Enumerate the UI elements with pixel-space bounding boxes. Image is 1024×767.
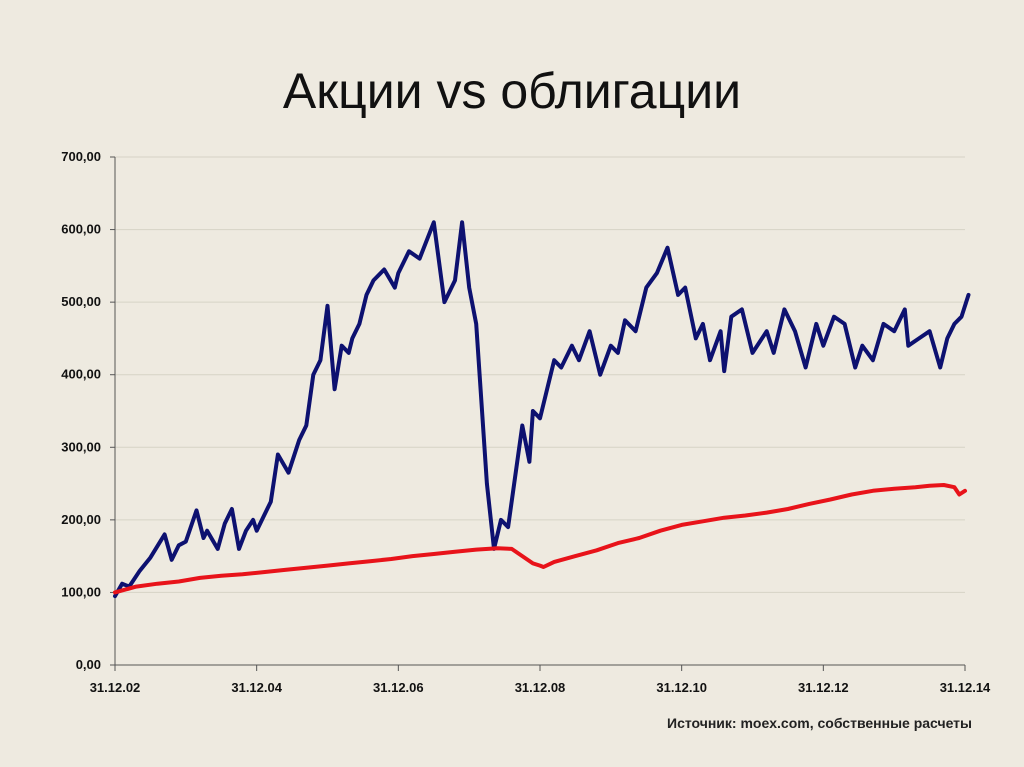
y-tick-label: 100,00: [61, 584, 101, 599]
axes: [110, 156, 966, 671]
slide-title: Акции vs облигации: [282, 63, 742, 119]
y-tick-label: 200,00: [61, 512, 101, 527]
x-tick-label: 31.12.06: [373, 680, 424, 695]
tick-labels: 0,00 100,00 200,00 300,00 400,00 500,00 600,00…: [61, 149, 991, 695]
y-tick-label: 300,00: [61, 439, 101, 454]
x-tick-label: 31.12.08: [515, 680, 566, 695]
y-tick-label: 500,00: [61, 294, 101, 309]
series-line-bonds: [113, 483, 967, 595]
series-lines: [113, 220, 971, 599]
x-tick-label: 31.12.10: [656, 680, 707, 695]
series-line-stocks: [113, 220, 971, 599]
x-tick-label: 31.12.12: [798, 680, 849, 695]
gridlines: [115, 156, 965, 593]
y-tick-label: 700,00: [61, 149, 101, 164]
source-note: Источник: moex.com, собственные расчеты: [667, 715, 972, 731]
x-tick-label: 31.12.02: [90, 680, 141, 695]
x-tick-label: 31.12.04: [231, 680, 282, 695]
y-tick-label: 600,00: [61, 222, 101, 237]
y-tick-label: 0,00: [76, 657, 101, 672]
x-tick-label: 31.12.14: [940, 680, 991, 695]
y-tick-label: 400,00: [61, 367, 101, 382]
